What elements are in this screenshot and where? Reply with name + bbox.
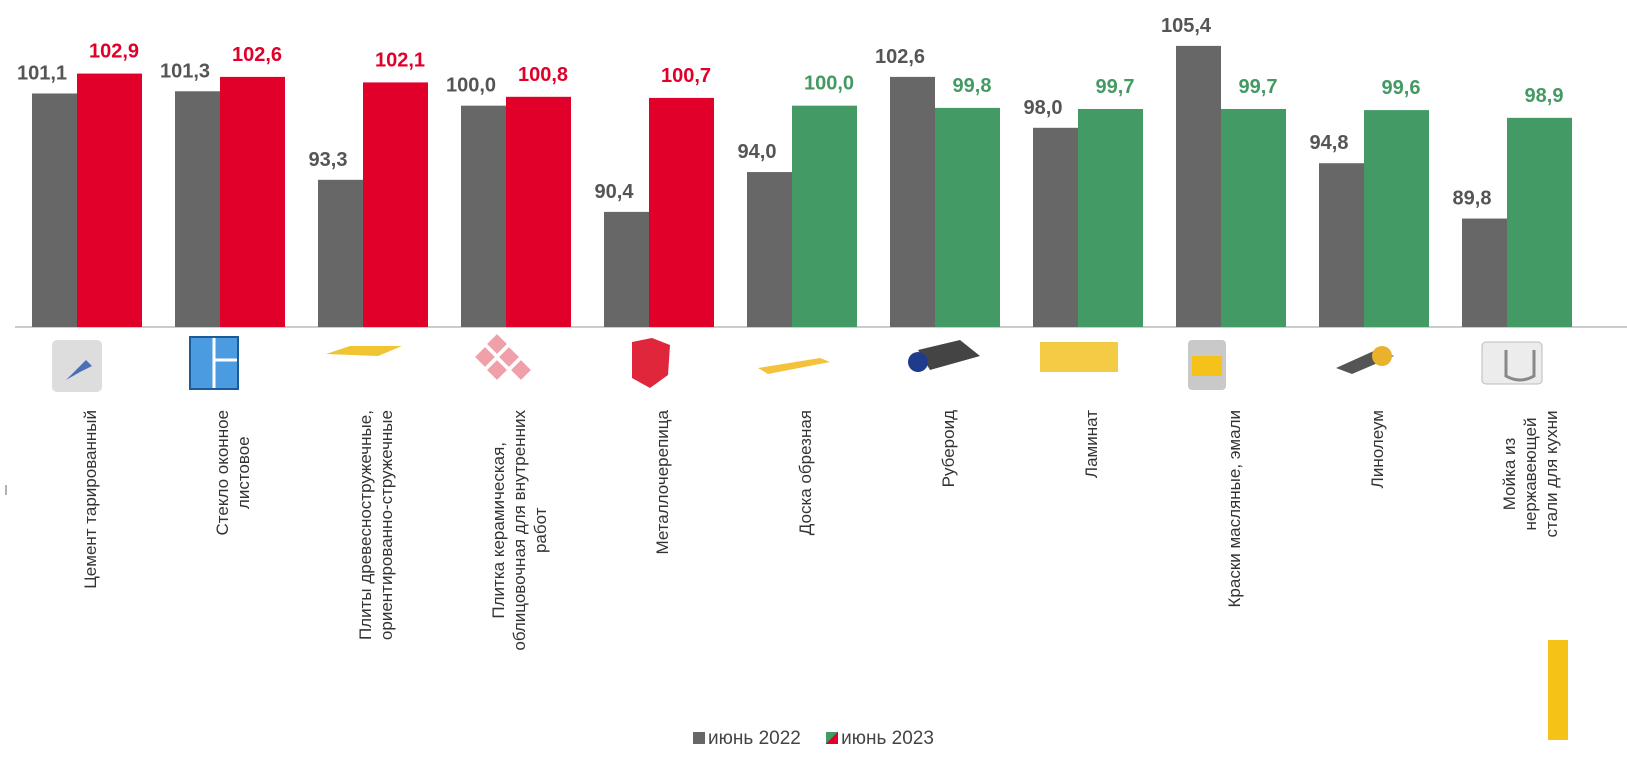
value-label: 102,6 [232,44,282,66]
icon-sink [1481,341,1543,385]
icon-cement [52,340,102,392]
icon-paint-label [1192,356,1222,376]
bar [1033,127,1078,327]
value-label: 94,8 [1310,132,1349,154]
bar [935,107,1000,327]
bar [1221,108,1286,327]
value-label: 99,8 [953,75,992,97]
bar [220,76,285,327]
legend-swatch [826,732,839,744]
x-tick-label: Ламинат [1081,410,1101,479]
bar [506,96,571,328]
icon-plank [758,358,830,374]
value-label: 94,0 [738,141,777,163]
x-tick-label: Плитка керамическая, облицовочная для вн… [488,410,550,651]
icon-cement-trowel [66,360,92,380]
value-label: 98,9 [1525,85,1564,107]
x-tick-label: Доска обрезная [795,410,815,536]
value-label: 101,3 [160,60,210,82]
value-label: 101,1 [17,62,67,84]
legend: июнь 2022 июнь 2023 [0,728,1627,750]
bar [1507,117,1572,327]
icon-roofing [918,340,980,370]
bar [318,179,363,327]
bar [363,82,428,327]
value-label: 102,9 [89,41,139,63]
legend-label: июнь 2023 [841,728,934,749]
icon-roll [908,352,928,372]
value-label: 100,8 [518,64,568,86]
value-label: 98,0 [1024,97,1063,119]
value-label: 100,0 [804,73,854,95]
bar [1364,110,1429,328]
icon-metal-tile [632,338,670,388]
bar [604,211,649,327]
value-label: 89,8 [1453,188,1492,210]
legend-item: июнь 2022 [693,728,801,749]
bar [1319,163,1364,327]
bar [1462,218,1507,327]
icon-lino-roll [1372,346,1392,366]
bar [890,76,935,327]
bar [649,97,714,327]
x-tick-label: Рубероид [938,410,958,488]
legend-swatch [693,732,706,744]
legend-item: июнь 2023 [826,728,934,749]
bar [175,91,220,327]
value-label: 99,7 [1096,76,1135,98]
icon-tiles [475,334,531,380]
x-tick-label: Стекло оконное листовое [213,410,253,536]
decor-bar [1548,640,1568,740]
x-tick-label: Мойка из нержавеющей стали для кухни [1500,410,1561,538]
icons [52,334,1543,392]
value-label: 93,3 [309,149,348,171]
icon-sink-bowl [1504,350,1536,382]
legend-label: июнь 2022 [708,728,801,749]
value-label: 99,7 [1239,76,1278,98]
bar [77,73,142,327]
value-label: 102,1 [375,49,425,71]
x-tick-label: Плиты древесностружечные, ориентированно… [356,410,396,641]
x-tick-label: Металлочерепица [652,410,672,555]
value-label: 100,0 [446,75,496,97]
value-label: 90,4 [595,181,635,203]
x-tick-label: Краски масляные, эмали [1224,410,1244,608]
bar [792,105,857,328]
icon-laminate [1040,342,1118,372]
icon-board [326,346,402,356]
bar [32,93,77,327]
value-label: 99,6 [1382,77,1421,99]
x-tick-label: Линолеум [1367,410,1387,489]
bar [1176,45,1221,327]
bar [747,172,792,327]
value-label: 105,4 [1161,15,1212,37]
value-label: 102,6 [875,46,925,68]
bar [1078,108,1143,327]
bar [461,105,506,328]
value-label: 100,7 [661,65,711,87]
x-tick-label: Цемент тарированный [80,410,100,589]
